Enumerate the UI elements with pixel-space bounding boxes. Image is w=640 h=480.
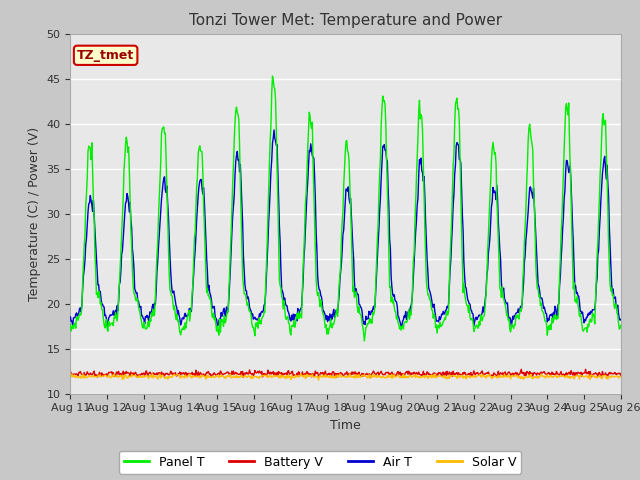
Legend: Panel T, Battery V, Air T, Solar V: Panel T, Battery V, Air T, Solar V xyxy=(118,451,522,474)
Y-axis label: Temperature (C) / Power (V): Temperature (C) / Power (V) xyxy=(28,127,41,300)
Title: Tonzi Tower Met: Temperature and Power: Tonzi Tower Met: Temperature and Power xyxy=(189,13,502,28)
Text: TZ_tmet: TZ_tmet xyxy=(77,49,134,62)
X-axis label: Time: Time xyxy=(330,419,361,432)
